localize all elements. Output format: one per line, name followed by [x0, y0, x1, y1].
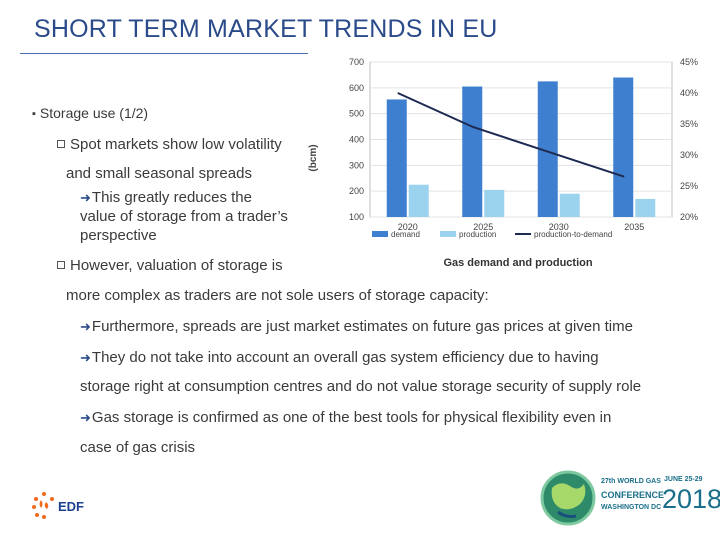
chart-title: Gas demand and production [443, 257, 592, 269]
page-title: SHORT TERM MARKET TRENDS IN EU [34, 15, 498, 43]
conference-dates: JUNE 25-29 [664, 476, 703, 483]
bar-production [635, 198, 656, 217]
gas-line-1: Gas storage is confirmed as one of the b… [91, 409, 612, 426]
y-tick-label: 200 [349, 186, 364, 196]
bar-production [559, 193, 580, 217]
however-line-1: However, valuation of storage is [70, 257, 283, 274]
bar-demand [462, 86, 483, 217]
reduce-line-3: perspective [80, 227, 157, 244]
chart-x-axis: 2020 2025 2030 2035 [398, 222, 645, 232]
edf-flower-icon [32, 492, 54, 519]
y-tick-label: 500 [349, 109, 364, 119]
arrow-right-icon: ➜ [80, 319, 91, 334]
x-tick-label: 2020 [398, 222, 418, 232]
bullet-however: However, valuation of storage is [57, 257, 283, 275]
conference-line-1: 27th WORLD GAS [601, 478, 661, 485]
bar-demand [386, 99, 407, 217]
gas-line-2: case of gas crisis [80, 439, 196, 456]
x-tick-label: 2025 [473, 222, 493, 232]
bullet-heading-text: Storage use (1/2) [39, 105, 149, 121]
spot-line-1: Spot markets show low volatility [70, 136, 282, 153]
legend-label: demand [391, 230, 420, 239]
series-production-to-demand [397, 92, 625, 178]
arrow-right-icon: ➜ [80, 410, 91, 425]
chart-y-axis-label: (bcm) [308, 144, 319, 171]
bullet-they: ➜They do not take into account an overal… [80, 349, 599, 367]
x-tick-label: 2035 [624, 222, 644, 232]
y2-tick-label: 30% [680, 150, 698, 160]
bar-production [408, 184, 429, 217]
y2-tick-label: 35% [680, 119, 698, 129]
chart-ratio-line [397, 92, 625, 178]
y2-tick-label: 45% [680, 57, 698, 67]
gas-demand-production-chart: 100 200 300 400 500 600 700 20% 25% 30% 35% 40% 45%… [308, 57, 698, 269]
bullet-storage-use: ▪ Storage use (1/2) [32, 104, 148, 123]
square-bullet-icon: ▪ [32, 108, 36, 120]
legend-label: production-to-demand [534, 230, 612, 239]
bullet-furthermore: ➜Furthermore, spreads are just market es… [80, 318, 633, 336]
bullet-spot-markets: Spot markets show low volatility [57, 136, 282, 154]
y2-tick-label: 25% [680, 181, 698, 191]
x-tick-label: 2030 [549, 222, 569, 232]
y-tick-label: 400 [349, 135, 364, 145]
hollow-square-bullet-icon [57, 261, 65, 269]
edf-logo: EDF [32, 492, 84, 519]
hollow-square-bullet-icon [57, 140, 65, 148]
they-line-2: storage right at consumption centres and… [80, 378, 642, 395]
y-tick-label: 600 [349, 83, 364, 93]
world-gas-conference-globe-icon [540, 470, 596, 526]
legend-label: production [459, 230, 496, 239]
y2-tick-label: 20% [680, 212, 698, 222]
title-divider [20, 53, 308, 54]
conference-line-3: WASHINGTON DC [601, 504, 662, 511]
further-text: Furthermore, spreads are just market est… [91, 318, 633, 335]
arrow-right-icon: ➜ [80, 190, 91, 205]
arrow-right-icon: ➜ [80, 350, 91, 365]
reduce-line-2: value of storage from a trader’s [80, 208, 288, 225]
conference-line-2: CONFERENCE [601, 490, 665, 500]
conference-year: 2018 [662, 484, 720, 514]
y-tick-label: 300 [349, 160, 364, 170]
edf-logo-text: EDF [58, 499, 84, 514]
chart-bars [386, 77, 656, 217]
bar-demand [537, 81, 558, 217]
y2-tick-label: 40% [680, 88, 698, 98]
chart-left-axis: 100 200 300 400 500 600 700 [349, 57, 364, 222]
legend-swatch [440, 231, 456, 237]
spot-line-2: and small seasonal spreads [66, 165, 252, 182]
bullet-gas-storage: ➜Gas storage is confirmed as one of the … [80, 409, 611, 427]
y-tick-label: 100 [349, 212, 364, 222]
bar-production [484, 189, 505, 217]
legend-swatch [372, 231, 388, 237]
bullet-reduces: ➜This greatly reduces the [80, 189, 252, 207]
y-tick-label: 700 [349, 57, 364, 67]
they-line-1: They do not take into account an overall… [91, 349, 599, 366]
chart-legend: demand production production-to-demand [372, 230, 612, 239]
reduce-line-1: This greatly reduces the [91, 189, 252, 206]
however-line-2: more complex as traders are not sole use… [66, 287, 489, 304]
chart-right-axis: 20% 25% 30% 35% 40% 45% [680, 57, 698, 222]
bar-demand [613, 77, 634, 217]
